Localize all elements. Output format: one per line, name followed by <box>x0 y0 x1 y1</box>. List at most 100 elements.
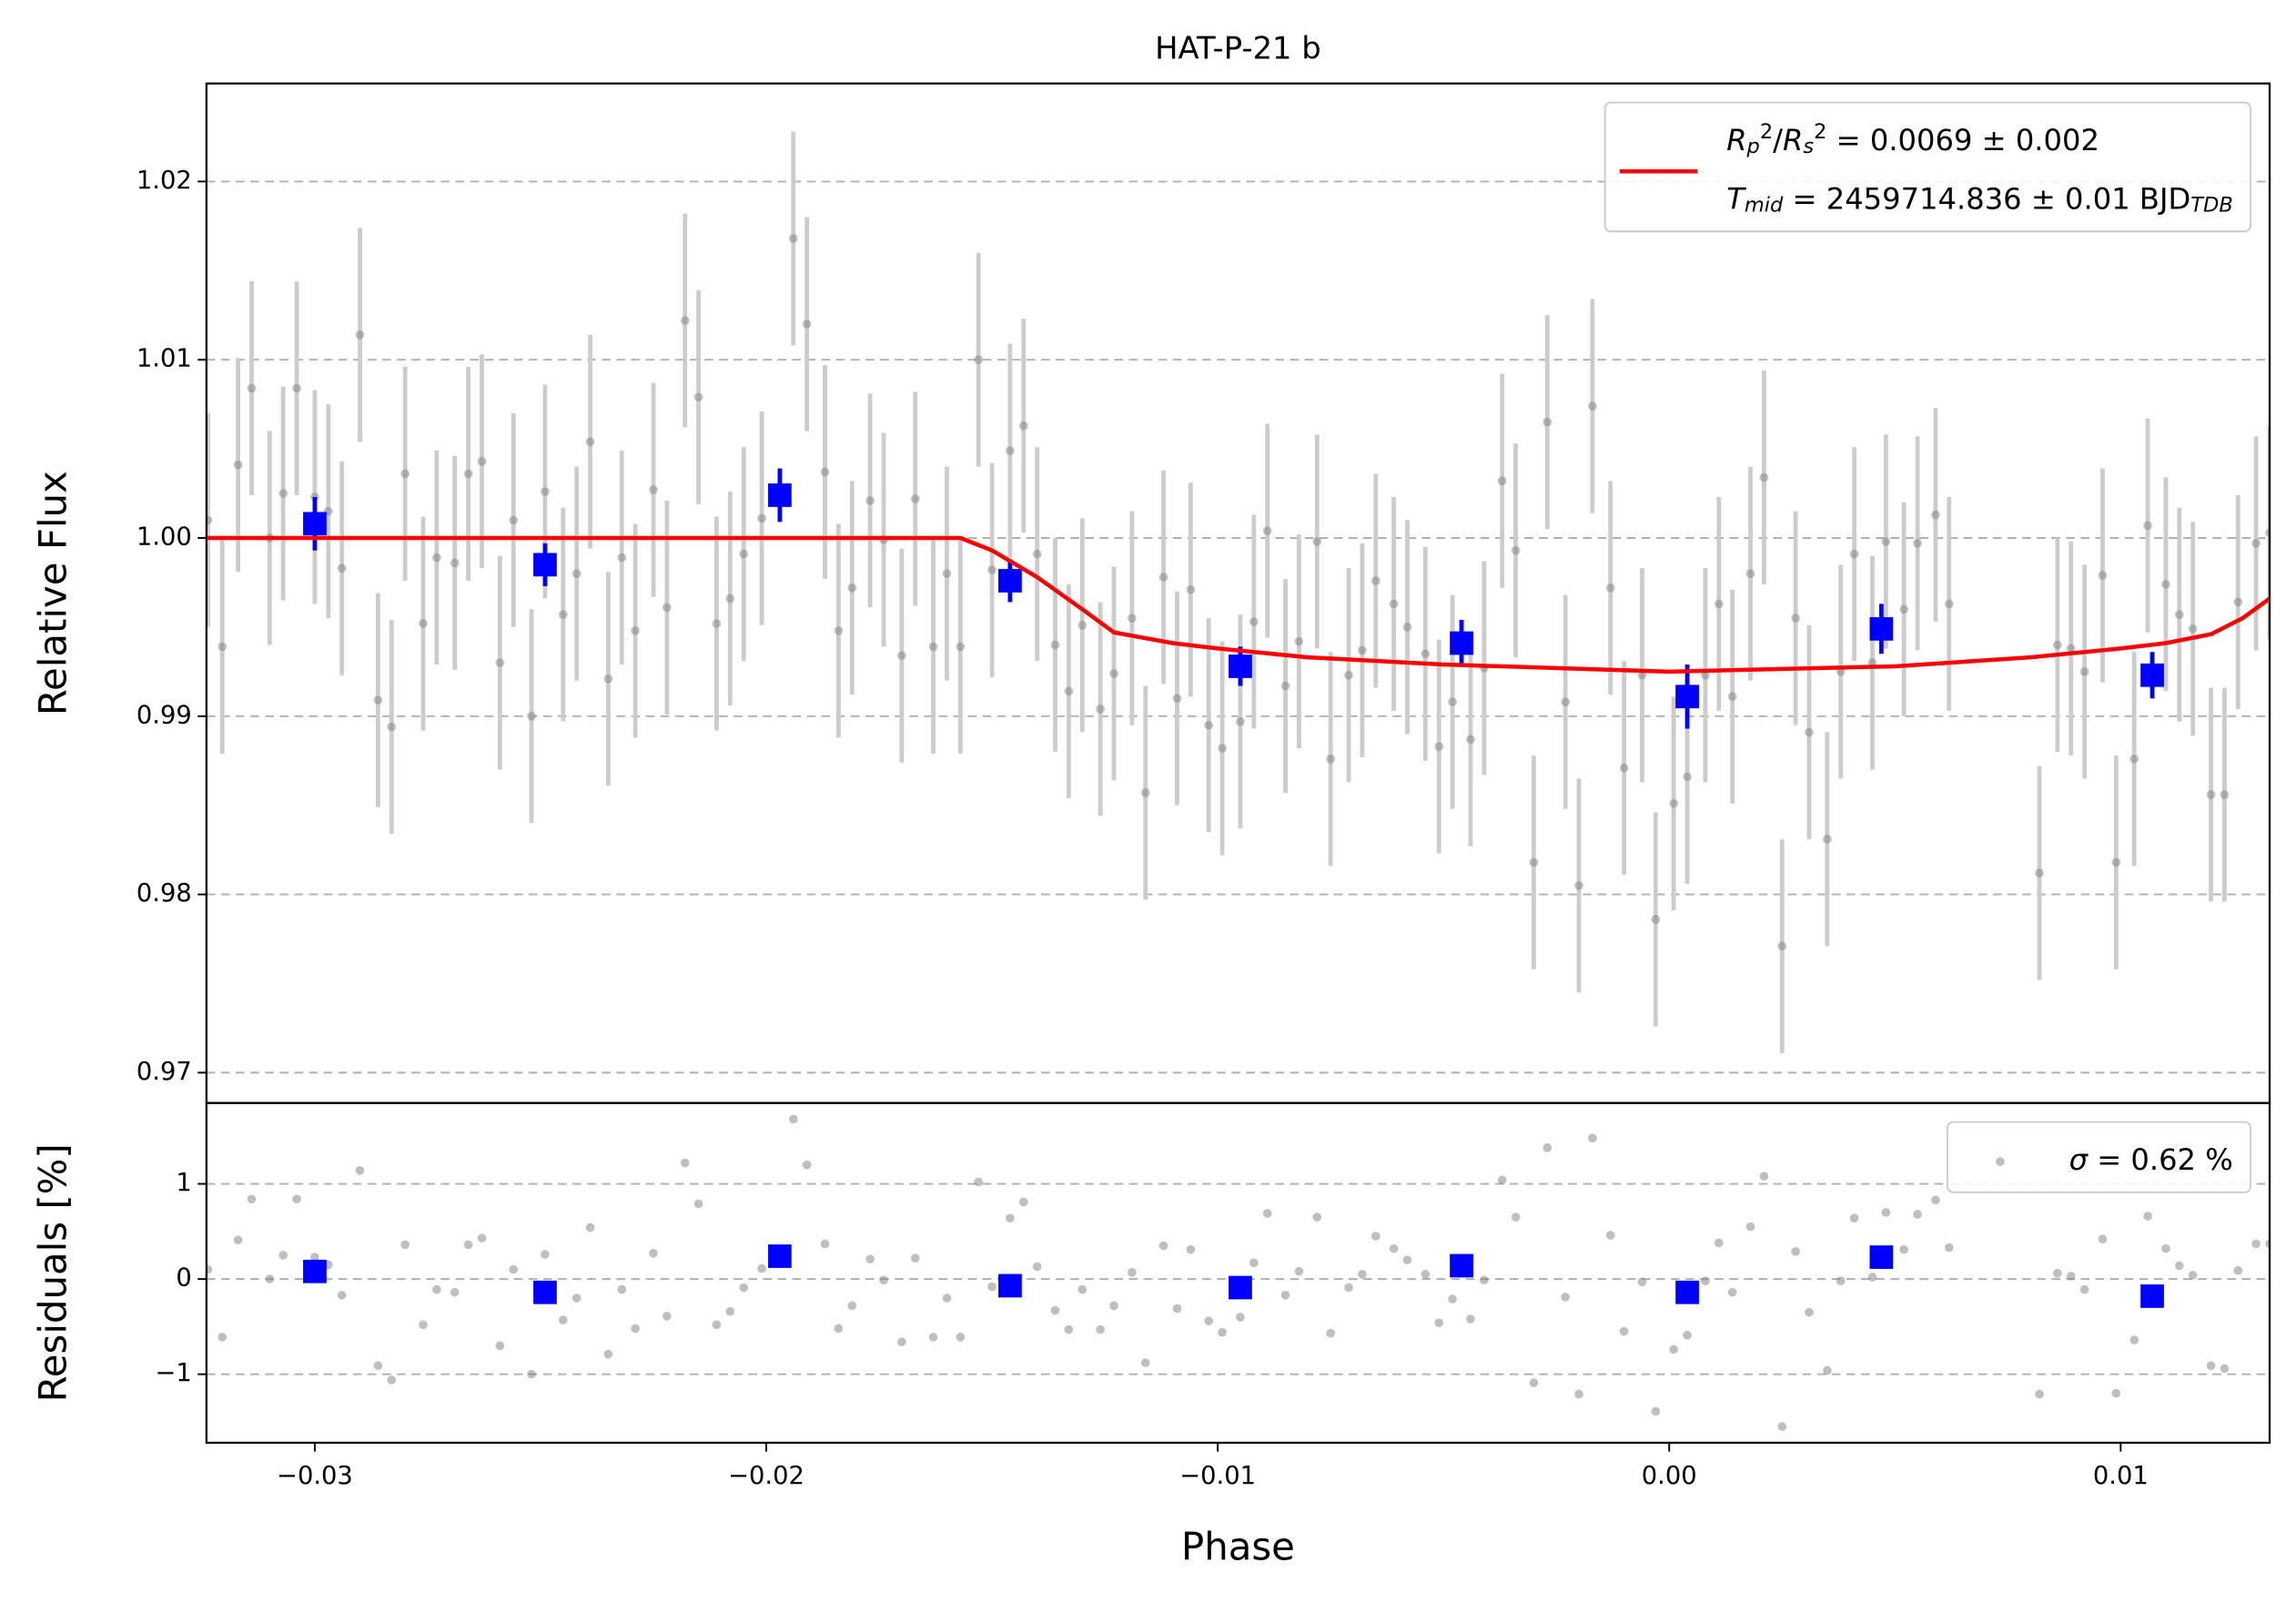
data-point <box>217 1333 228 1342</box>
data-point <box>788 234 798 243</box>
data-point <box>820 1239 830 1249</box>
data-point <box>1128 614 1137 623</box>
data-point <box>2079 1284 2089 1294</box>
data-point <box>2174 610 2184 620</box>
data-point <box>1280 1291 1290 1300</box>
data-point <box>663 1312 672 1321</box>
data-point <box>1050 1305 1060 1315</box>
data-point <box>1701 1276 1710 1286</box>
data-point <box>1064 1324 1074 1334</box>
data-point <box>1836 1276 1846 1286</box>
data-point <box>1249 617 1259 626</box>
binned-point <box>998 569 1022 593</box>
plot-area <box>206 131 2271 1053</box>
data-point <box>802 320 812 329</box>
data-point <box>987 1282 996 1292</box>
data-point <box>1605 1231 1615 1240</box>
data-point <box>1402 1255 1412 1265</box>
data-point <box>1186 584 1196 594</box>
data-point <box>2251 1239 2261 1249</box>
data-point <box>450 558 460 568</box>
data-point <box>725 594 735 604</box>
data-point <box>585 1223 595 1233</box>
y-axis-label: Residuals [%] <box>30 1143 75 1402</box>
data-point <box>2035 1389 2044 1399</box>
legend-text-part: s <box>1803 135 1814 158</box>
data-point <box>649 1249 658 1258</box>
data-point <box>928 642 938 652</box>
data-point <box>1262 1209 1272 1218</box>
data-point <box>1312 537 1322 546</box>
data-point <box>1542 417 1553 427</box>
data-point <box>1421 1270 1431 1279</box>
data-point <box>527 711 536 721</box>
data-point <box>1249 1258 1259 1268</box>
data-point <box>373 1361 383 1371</box>
model-line <box>206 535 2271 675</box>
data-point <box>337 1291 347 1300</box>
data-point <box>1371 1232 1381 1241</box>
binned-point <box>1450 631 1473 655</box>
data-point <box>2143 1212 2152 1221</box>
data-point <box>2129 754 2139 764</box>
data-point <box>1371 576 1381 585</box>
data-point <box>2265 528 2271 537</box>
data-point <box>757 513 766 523</box>
data-point <box>1018 1197 1028 1207</box>
data-point <box>1326 754 1335 764</box>
binned-point <box>1229 654 1252 678</box>
data-point <box>1669 798 1679 808</box>
data-point <box>1651 915 1661 924</box>
data-point <box>419 1320 428 1330</box>
data-point <box>631 625 640 635</box>
data-point <box>1032 549 1042 559</box>
legend-text-part: = 2459714.836 ± 0.01 BJD <box>1783 181 2190 216</box>
x-tick-label: −0.03 <box>277 1462 353 1490</box>
data-point <box>1619 1326 1629 1336</box>
data-point <box>834 625 844 635</box>
data-point <box>527 1369 536 1379</box>
data-point <box>2233 1265 2243 1275</box>
data-point <box>2111 857 2121 867</box>
data-point <box>725 1306 735 1316</box>
data-point <box>2079 667 2089 676</box>
legend-text: Tmid = 2459714.836 ± 0.01 BJDTDB <box>1726 181 2233 217</box>
data-point <box>373 695 383 705</box>
data-point <box>865 1254 875 1263</box>
data-point <box>1944 1243 1954 1253</box>
data-point <box>541 1250 550 1259</box>
data-point <box>834 1324 844 1334</box>
data-point <box>463 1240 473 1250</box>
data-point <box>1931 510 1940 520</box>
data-point <box>2098 1234 2108 1244</box>
data-point <box>942 1294 952 1303</box>
data-point <box>278 489 288 498</box>
data-point <box>1637 1277 1647 1287</box>
data-point <box>233 1235 243 1245</box>
y-tick-label: 1.01 <box>137 345 192 373</box>
data-point <box>1186 1244 1196 1254</box>
data-point <box>2220 790 2230 799</box>
data-point <box>1823 1365 1832 1375</box>
data-point <box>1881 1208 1891 1217</box>
data-point <box>571 1294 582 1303</box>
data-point <box>987 565 996 575</box>
data-point <box>1006 446 1015 455</box>
y-axis-label: Relative Flux <box>30 471 75 715</box>
data-point <box>1358 1270 1367 1279</box>
legend-text-part: 2 <box>1814 120 1826 144</box>
data-point <box>1158 1241 1168 1251</box>
data-point <box>739 549 749 559</box>
data-point <box>1109 1301 1118 1311</box>
data-point <box>693 1199 703 1209</box>
data-point <box>1714 1238 1724 1248</box>
legend-box <box>1603 101 2252 233</box>
binned-point <box>303 1259 327 1283</box>
data-point <box>463 469 473 479</box>
data-point <box>1745 569 1755 578</box>
data-point <box>663 603 672 613</box>
data-point <box>1344 1283 1353 1293</box>
data-point <box>2053 1269 2062 1278</box>
